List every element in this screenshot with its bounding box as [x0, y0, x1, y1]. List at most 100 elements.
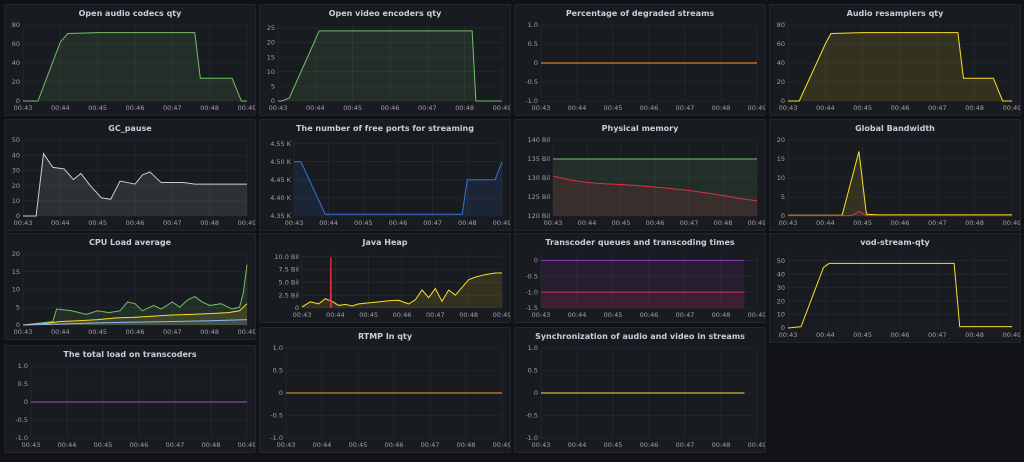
y-tick-label: 0.5 — [528, 367, 538, 375]
x-tick-label: 00:45 — [612, 219, 631, 227]
panel-total-load[interactable]: The total load on transcoders -1.0 -0.5 0 0… — [4, 345, 256, 453]
series-line-1 — [552, 175, 758, 202]
x-tick-label: 00:47 — [423, 219, 442, 227]
x-tick-label: 00:48 — [712, 441, 731, 449]
chart-audio-resamplers: 0 20 40 60 80 00:43 00:44 00:45 00:46 00:47 00:48 0… — [777, 21, 1020, 112]
x-tick-label: 00:48 — [965, 331, 984, 339]
x-tick-label: 00:49 — [748, 311, 765, 319]
x-tick-label: 00:48 — [965, 219, 984, 227]
x-tick-label: 00:44 — [578, 219, 597, 227]
y-tick-label: -0.5 — [525, 272, 538, 280]
x-tick-label: 00:43 — [14, 328, 33, 336]
y-tick-label: 4.50 K — [270, 158, 292, 166]
y-tick-label: 40 — [777, 59, 785, 67]
y-tick-label: 0 — [534, 389, 538, 397]
y-tick-label: 10 — [777, 174, 785, 182]
x-tick-label: 00:44 — [326, 311, 345, 319]
x-tick-label: 00:46 — [385, 441, 404, 449]
y-tick-label: 80 — [12, 21, 20, 29]
panel-audio-resamplers[interactable]: Audio resamplers qty 0 20 40 60 80 00:43 00:44… — [769, 4, 1021, 116]
x-tick-label: 00:44 — [816, 104, 835, 112]
y-tick-label: -1.0 — [270, 434, 283, 442]
series-line-0 — [788, 32, 1012, 102]
x-tick-label: 00:48 — [200, 328, 219, 336]
panel-rtmp-in[interactable]: RTMP In qty -1.0 -0.5 0 0.5 1.0 00:43 00:44 00:… — [259, 327, 511, 453]
panel-title: Open video encoders qty — [328, 9, 442, 18]
chart-video-encoders: 0 5 10 15 20 25 00:43 00:44 00:45 00:46 00:47 00:48… — [267, 24, 510, 112]
x-tick-label: 00:45 — [88, 104, 107, 112]
y-tick-label: 4.40 K — [270, 194, 292, 202]
x-tick-label: 00:46 — [389, 219, 408, 227]
y-tick-label: 20 — [777, 297, 785, 305]
x-tick-label: 00:48 — [459, 311, 478, 319]
y-tick-label: 10.0 Bil — [274, 253, 299, 261]
x-tick-label: 00:49 — [238, 219, 255, 227]
x-tick-label: 00:44 — [816, 219, 835, 227]
chart-cpu-load: 0 5 10 15 20 00:43 00:44 00:45 00:46 00:47 00:48 00… — [12, 250, 255, 336]
panel-av-sync[interactable]: Synchronization of audio and video in st… — [514, 327, 766, 453]
x-tick-label: 00:49 — [238, 441, 255, 449]
x-tick-label: 00:43 — [14, 104, 33, 112]
x-tick-label: 00:47 — [163, 219, 182, 227]
panel-title: Global Bandwidth — [855, 124, 935, 133]
x-tick-label: 00:44 — [313, 441, 332, 449]
panel-audio-codecs[interactable]: Open audio codecs qty 0 20 40 60 80 00:43 00:4… — [4, 4, 256, 116]
panel-cpu-load[interactable]: CPU Load average 0 5 10 15 20 00:43 00:44 00:45… — [4, 233, 256, 340]
y-tick-label: 80 — [777, 21, 785, 29]
series-area-0 — [23, 32, 247, 101]
y-tick-label: 0 — [534, 59, 538, 67]
x-tick-label: 00:45 — [853, 104, 872, 112]
panel-gc-pause[interactable]: GC_pause 0 10 20 30 40 50 00:43 00:44 00:45 00:46… — [4, 119, 256, 231]
panel-physical-memory[interactable]: Physical memory 120 Bil 125 Bil 130 Bil 135… — [514, 119, 766, 231]
y-tick-label: 125 Bil — [527, 193, 550, 201]
y-tick-label: 1.0 — [528, 344, 538, 352]
panel-title: vod-stream-qty — [860, 238, 930, 247]
chart-global-bandwidth: 0 5 10 15 20 00:43 00:44 00:45 00:46 00:47 00:48 00… — [777, 136, 1020, 227]
y-tick-label: -1.0 — [525, 434, 538, 442]
chart-transcoder-queues: -1.5 -1.0 -0.5 0 00:43 00:44 00:45 00:46 00:47 00… — [525, 254, 765, 319]
panel-degraded-streams[interactable]: Percentage of degraded streams -1.0 -0.5 0… — [514, 4, 766, 116]
series-line-0 — [787, 262, 1012, 329]
y-tick-label: 4.45 K — [270, 176, 292, 184]
panel-transcoder-queues[interactable]: Transcoder queues and transcoding times … — [514, 233, 766, 323]
y-tick-label: 30 — [777, 284, 785, 292]
y-tick-label: 20 — [12, 182, 20, 190]
x-tick-label: 00:45 — [349, 441, 368, 449]
y-tick-label: 15 — [12, 268, 20, 276]
x-tick-label: 00:46 — [640, 311, 659, 319]
panel-title: Java Heap — [362, 238, 408, 247]
x-tick-label: 00:49 — [238, 328, 255, 336]
y-tick-label: 10 — [12, 286, 20, 294]
x-tick-label: 00:47 — [676, 441, 695, 449]
x-tick-label: 00:48 — [200, 104, 219, 112]
x-tick-label: 00:44 — [568, 104, 587, 112]
x-tick-label: 00:49 — [748, 104, 765, 112]
x-tick-label: 00:48 — [714, 219, 733, 227]
y-tick-label: 20 — [777, 78, 785, 86]
panel-title: Synchronization of audio and video in st… — [535, 332, 745, 341]
y-tick-label: 0 — [781, 212, 785, 220]
panel-vod-stream[interactable]: vod-stream-qty 0 10 20 30 40 50 00:43 00:44 00:4… — [769, 233, 1021, 343]
y-tick-label: 0.5 — [18, 380, 28, 388]
panel-video-encoders[interactable]: Open video encoders qty 0 5 10 15 20 25 00:43 0… — [259, 4, 511, 116]
x-tick-label: 00:43 — [532, 311, 551, 319]
y-tick-label: -0.5 — [525, 78, 538, 86]
x-tick-label: 00:49 — [493, 441, 510, 449]
x-tick-label: 00:47 — [426, 311, 445, 319]
x-tick-label: 00:45 — [853, 331, 872, 339]
series-line-0 — [23, 152, 247, 217]
x-tick-label: 00:46 — [126, 104, 145, 112]
y-tick-label: -1.5 — [525, 304, 538, 312]
panel-global-bandwidth[interactable]: Global Bandwidth 0 5 10 15 20 00:43 00:44 00:45… — [769, 119, 1021, 231]
x-tick-label: 00:45 — [604, 104, 623, 112]
series-line-0 — [278, 30, 502, 102]
y-tick-label: 20 — [12, 250, 20, 258]
chart-gc-pause: 0 10 20 30 40 50 00:43 00:44 00:45 00:46 00:47 00:4… — [12, 136, 255, 227]
panel-title: GC_pause — [108, 124, 152, 133]
chart-audio-codecs: 0 20 40 60 80 00:43 00:44 00:45 00:46 00:47 00:48 0… — [12, 21, 255, 112]
panel-free-ports[interactable]: The number of free ports for streaming 4… — [259, 119, 511, 231]
panel-java-heap[interactable]: Java Heap 0 2.5 Bil 5.0 Bil 7.5 Bil 10.0 Bil… — [259, 233, 511, 323]
x-tick-label: 00:48 — [712, 104, 731, 112]
x-tick-label: 00:49 — [493, 219, 510, 227]
y-tick-label: 120 Bil — [527, 212, 550, 220]
